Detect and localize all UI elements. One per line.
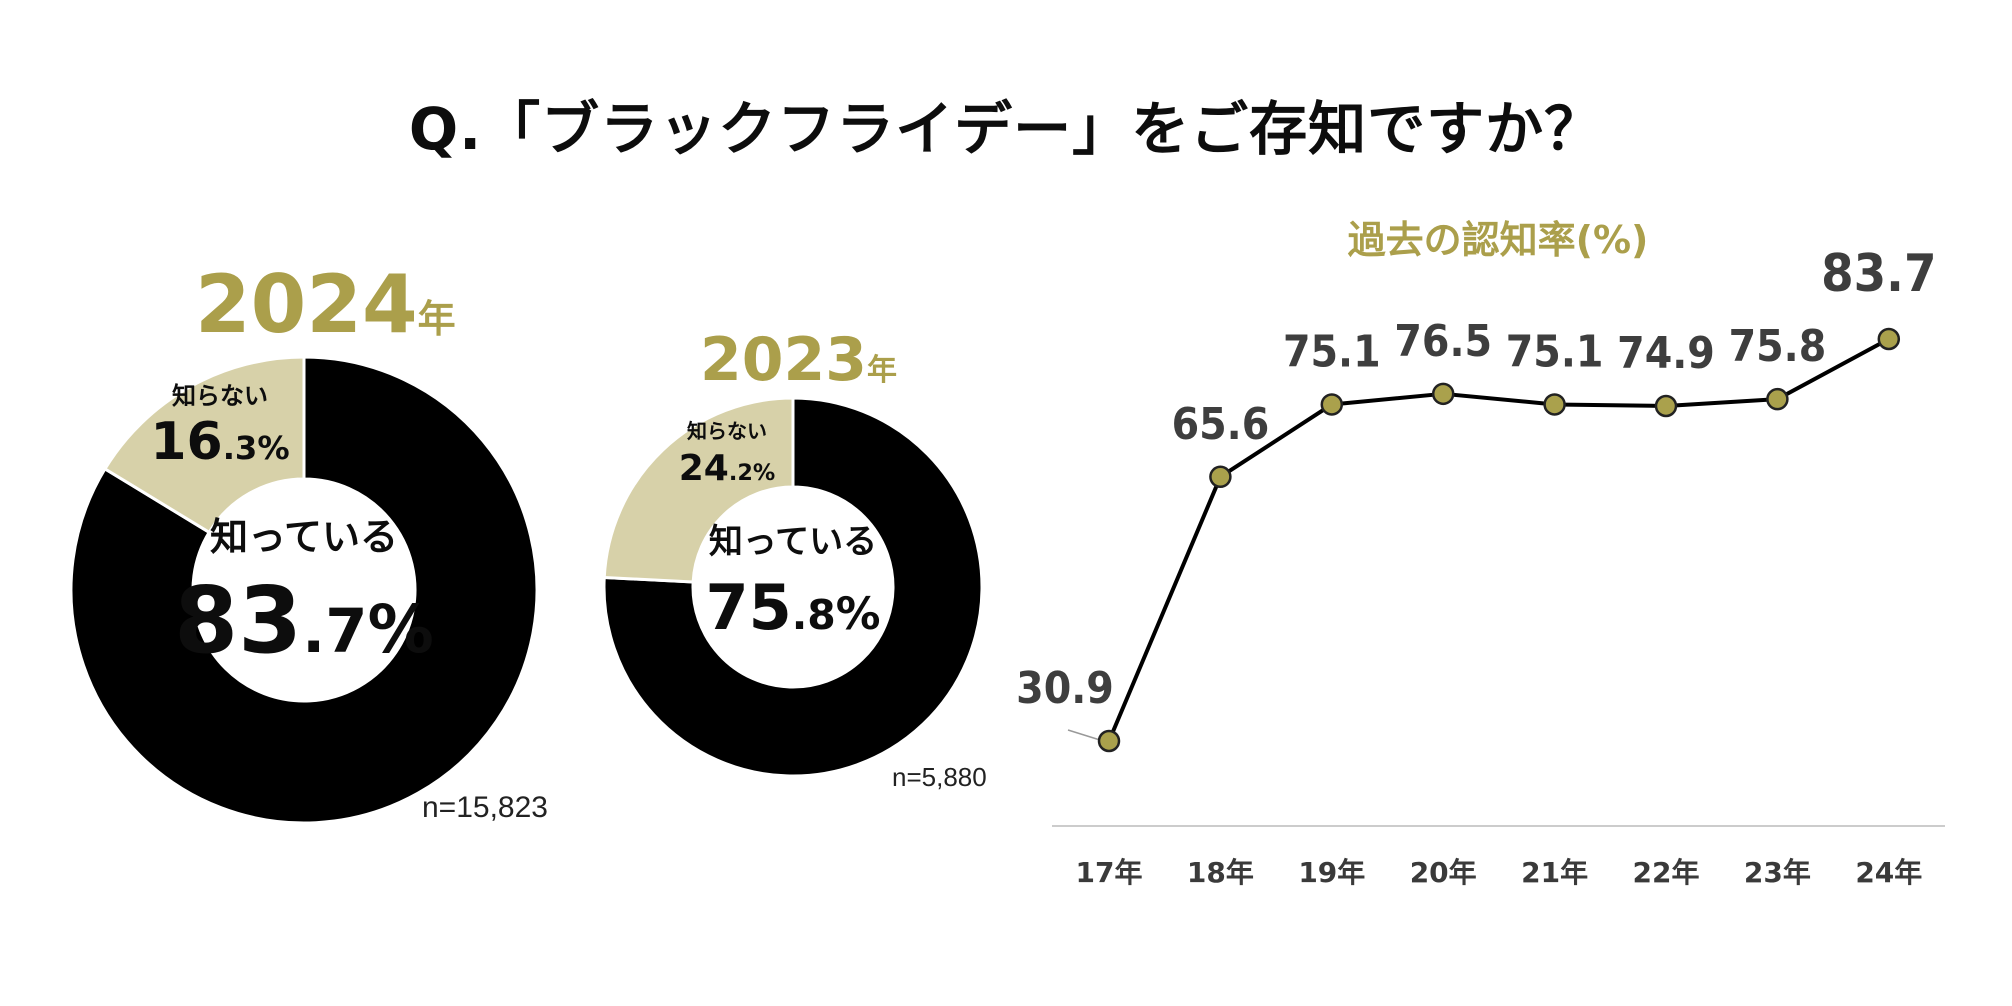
year-label-2024: 2024年 [195,258,456,351]
data-label: 75.1 [1283,326,1381,377]
donut-slice-unknown-2024 [102,355,306,535]
x-tick-label: 17年 [1076,856,1143,889]
data-point [1877,327,1901,351]
page-title: Q.「ブラックフライデー」をご存知ですか？ [408,95,1604,163]
data-label: 30.9 [1016,663,1114,714]
unknown-label-2023: 知らない [687,419,767,443]
x-tick-label: 21年 [1521,856,1588,889]
data-label: 83.7 [1821,244,1936,304]
data-label: 65.6 [1172,399,1270,450]
series-line [1107,337,1890,742]
data-point [1431,382,1455,406]
data-label: 74.9 [1617,328,1715,379]
data-label: 75.1 [1506,326,1604,377]
data-point [1209,465,1232,489]
unknown-value-2023: 24.2% [679,448,775,489]
sample-size-2023: n=5,880 [892,762,987,792]
data-point [1654,394,1678,418]
label-leader-line [1067,729,1101,741]
known-value-2023: 75.8% [705,571,880,644]
line-chart-title: 過去の認知率(%) [1348,218,1649,262]
data-point [1766,387,1789,411]
known-value-2024: 83.7% [174,567,434,674]
line-chart: 過去の認知率(%) 30.9 17年 65.6 18年 75.1 19年 76.5 20年 75… [1016,218,1945,889]
donut-slice-unknown-2023 [602,396,795,584]
data-label: 76.5 [1394,316,1492,367]
donut-chart-2023: 2023年 知っている 75.8% 知らない 24.2% n=5,880 [602,325,987,792]
data-point [1543,393,1566,416]
x-tick-label: 20年 [1410,856,1477,889]
unknown-label-2024: 知らない [172,382,268,410]
donut-slice-known-2024 [69,355,539,825]
unknown-value-2024: 16.3% [150,412,289,472]
x-tick-label: 23年 [1744,856,1811,889]
data-point [1097,729,1121,753]
donut-slice-known-2023 [602,396,984,778]
known-label-2023: 知っている [709,522,877,562]
sample-size-2024: n=15,823 [422,791,548,824]
x-tick-label: 22年 [1633,856,1700,889]
known-label-2024: 知っている [210,515,398,559]
x-tick-label: 19年 [1298,856,1365,889]
data-point [1320,393,1344,416]
x-tick-label: 18年 [1187,856,1254,889]
data-label: 75.8 [1729,321,1827,372]
x-tick-label: 24年 [1855,856,1922,889]
year-label-2023: 2023年 [700,325,897,395]
